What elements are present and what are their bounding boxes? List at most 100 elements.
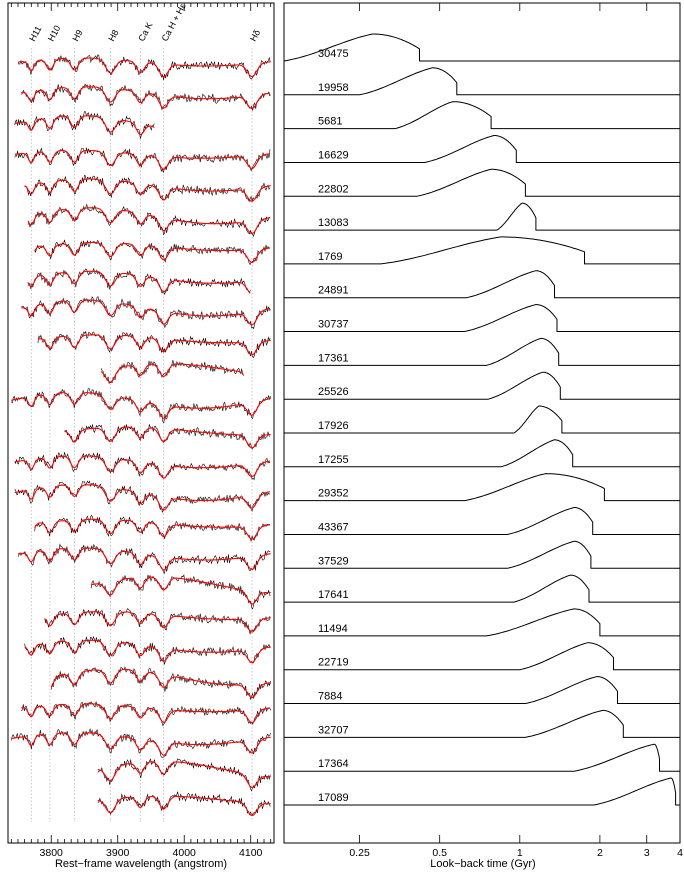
- galaxy-id-label: 43367: [318, 522, 349, 534]
- sfh-row: 24891: [284, 270, 680, 299]
- galaxy-id-label: 25526: [318, 386, 349, 398]
- sfh-curve: [284, 574, 680, 603]
- galaxy-id-label: 29352: [318, 488, 349, 500]
- sfh-curve: [284, 709, 680, 738]
- spectrum: [97, 758, 271, 792]
- observed-spectrum-line: [34, 239, 271, 266]
- observed-spectrum-line: [21, 83, 271, 111]
- galaxy-id-label: 30737: [318, 319, 349, 331]
- sfh-row: 17926: [284, 405, 680, 434]
- sfh-curve: [284, 101, 680, 130]
- model-spectrum-line: [34, 241, 271, 263]
- sfh-row: 37529: [284, 540, 680, 569]
- spectrum: [21, 296, 271, 330]
- spectrum: [64, 424, 271, 450]
- galaxy-id-label: 17361: [318, 352, 349, 364]
- spectrum: [11, 388, 271, 424]
- observed-spectrum-line: [14, 147, 271, 174]
- spectrum: [44, 608, 271, 635]
- sfh-panel: 0.25 0.5 1 2 3 4 30475 19958 5681 16629 22802 13083…: [283, 2, 683, 859]
- sfh-curve: [284, 439, 680, 468]
- sfh-curve: [283, 33, 680, 62]
- spectrum: [50, 666, 271, 700]
- x-tick-label: 0.5: [432, 847, 447, 859]
- sfh-row: 1769: [284, 236, 680, 265]
- sfh-row: 7884: [284, 675, 680, 704]
- sfh-curve: [284, 642, 680, 671]
- sfh-row: 29352: [284, 473, 680, 502]
- spectrum: [37, 330, 271, 359]
- spectrum: [100, 360, 244, 384]
- sfh-curve: [284, 608, 680, 637]
- model-spectrum-line: [14, 115, 155, 136]
- spectrum: [34, 514, 271, 542]
- spectrum: [14, 111, 155, 139]
- model-spectrum-line: [21, 299, 271, 326]
- galaxy-id-label: 17255: [318, 454, 349, 466]
- line-marker-label: Hδ: [248, 28, 262, 43]
- sfh-row: 22802: [284, 168, 680, 197]
- spectrum: [24, 635, 271, 665]
- observed-spectrum-line: [21, 296, 271, 330]
- spectra-frame: [7, 2, 275, 844]
- x-tick-label: 0.25: [349, 847, 370, 859]
- observed-spectrum-line: [97, 758, 271, 792]
- observed-spectrum-line: [24, 174, 271, 203]
- sfh-curve: [284, 405, 680, 434]
- galaxy-id-label: 32707: [318, 724, 349, 736]
- galaxy-id-label: 22802: [318, 183, 349, 195]
- galaxy-id-label: 7884: [318, 691, 342, 703]
- model-spectrum-line: [21, 86, 271, 110]
- model-spectrum-line: [14, 484, 271, 511]
- sfh-curve: [284, 303, 680, 332]
- galaxy-id-label: 24891: [318, 285, 349, 297]
- sfh-row: 11494: [284, 608, 680, 637]
- galaxy-id-label: 30475: [318, 48, 349, 60]
- model-spectrum-line: [11, 392, 271, 419]
- x-tick-label: 4000: [173, 847, 197, 859]
- spectrum: [14, 480, 271, 513]
- sfh-curve: [284, 168, 680, 197]
- model-spectrum-line: [24, 639, 271, 664]
- spectrum: [24, 174, 271, 203]
- sfh-curve: [284, 337, 680, 366]
- sfh-row: 17364: [284, 743, 680, 772]
- observed-spectrum-line: [14, 480, 271, 513]
- model-spectrum-line: [97, 761, 271, 789]
- model-spectrum-line: [100, 363, 244, 383]
- sfh-curve: [284, 236, 680, 265]
- left-x-axis-label: Rest−frame wavelength (angstrom): [55, 858, 227, 870]
- spectra-panel: 3800 3900 4000 4100 H11 H10 H9 H8 Ca K Ca H + Hε H…: [7, 2, 275, 859]
- x-tick-label: 3900: [106, 847, 130, 859]
- x-tick-label: 4100: [239, 847, 263, 859]
- sfh-curve: [284, 135, 680, 163]
- galaxy-id-label: 11494: [318, 623, 348, 635]
- x-tick-label: 2: [597, 847, 603, 859]
- observed-spectrum-line: [17, 54, 271, 80]
- model-spectrum-line: [17, 57, 271, 78]
- galaxy-id-label: 19958: [318, 82, 349, 94]
- model-spectrum-line: [50, 668, 271, 699]
- galaxy-id-label: 1769: [318, 251, 342, 263]
- galaxy-id-label: 17364: [318, 758, 349, 770]
- line-marker-label: Ca H + Hε: [160, 2, 188, 43]
- line-marker-label: H9: [70, 28, 84, 43]
- spectrum: [27, 267, 251, 296]
- sfh-row: 13083: [284, 202, 680, 231]
- spectrum: [27, 203, 271, 238]
- model-spectrum-line: [17, 547, 271, 571]
- sfh-row: 17641: [284, 574, 680, 603]
- sfh-row: 30737: [284, 303, 680, 332]
- observed-spectrum-line: [97, 791, 271, 816]
- x-tick-label: 3: [644, 847, 650, 859]
- model-spectrum-line: [37, 334, 271, 356]
- sfh-row: 19958: [284, 67, 680, 96]
- galaxy-id-label: 22719: [318, 657, 349, 669]
- x-tick-label: 3800: [40, 847, 64, 859]
- model-spectrum-line: [90, 576, 271, 605]
- spectrum: [90, 574, 271, 610]
- observed-spectrum-line: [37, 330, 271, 359]
- line-marker-label: H8: [106, 28, 120, 43]
- line-marker-label: H10: [46, 24, 63, 43]
- model-spectrum-line: [11, 732, 271, 756]
